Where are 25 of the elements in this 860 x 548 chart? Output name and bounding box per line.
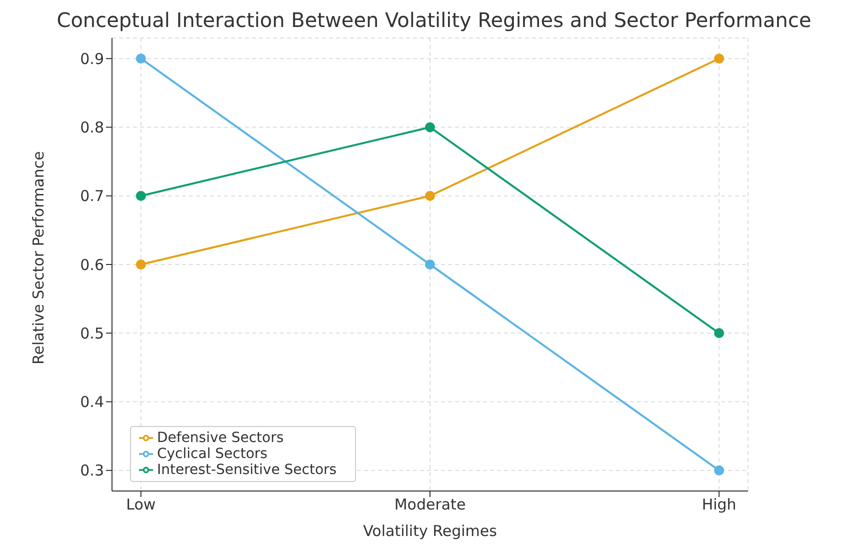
chart-title: Conceptual Interaction Between Volatility Regimes and Sector Performance — [56, 8, 812, 32]
point — [136, 190, 146, 201]
y-tick-label: 0.3 — [80, 462, 104, 480]
point — [714, 328, 724, 338]
y-tick-label: 0.4 — [80, 393, 104, 412]
x-tick-label: Low — [126, 496, 156, 514]
y-tick-label: 0.9 — [80, 50, 104, 68]
point — [136, 54, 146, 64]
point — [425, 190, 435, 201]
y-tick-label: 0.5 — [80, 324, 104, 342]
point — [425, 122, 435, 132]
y-tick-label: 0.8 — [80, 118, 104, 137]
legend-label: Defensive Sectors — [157, 430, 284, 446]
x-axis-title: Volatility Regimes — [363, 522, 498, 540]
point — [425, 260, 435, 270]
point — [136, 260, 146, 270]
point — [714, 54, 724, 64]
y-tick-label: 0.7 — [80, 187, 104, 206]
point — [714, 465, 724, 476]
legend-label: Interest-Sensitive Sectors — [157, 462, 337, 478]
y-axis-title: Relative Sector Performance — [29, 151, 48, 364]
x-tick-label: High — [702, 496, 736, 514]
y-tick-label: 0.6 — [80, 256, 104, 274]
legend-label: Cyclical Sectors — [157, 446, 268, 462]
x-tick-label: Moderate — [394, 496, 466, 514]
